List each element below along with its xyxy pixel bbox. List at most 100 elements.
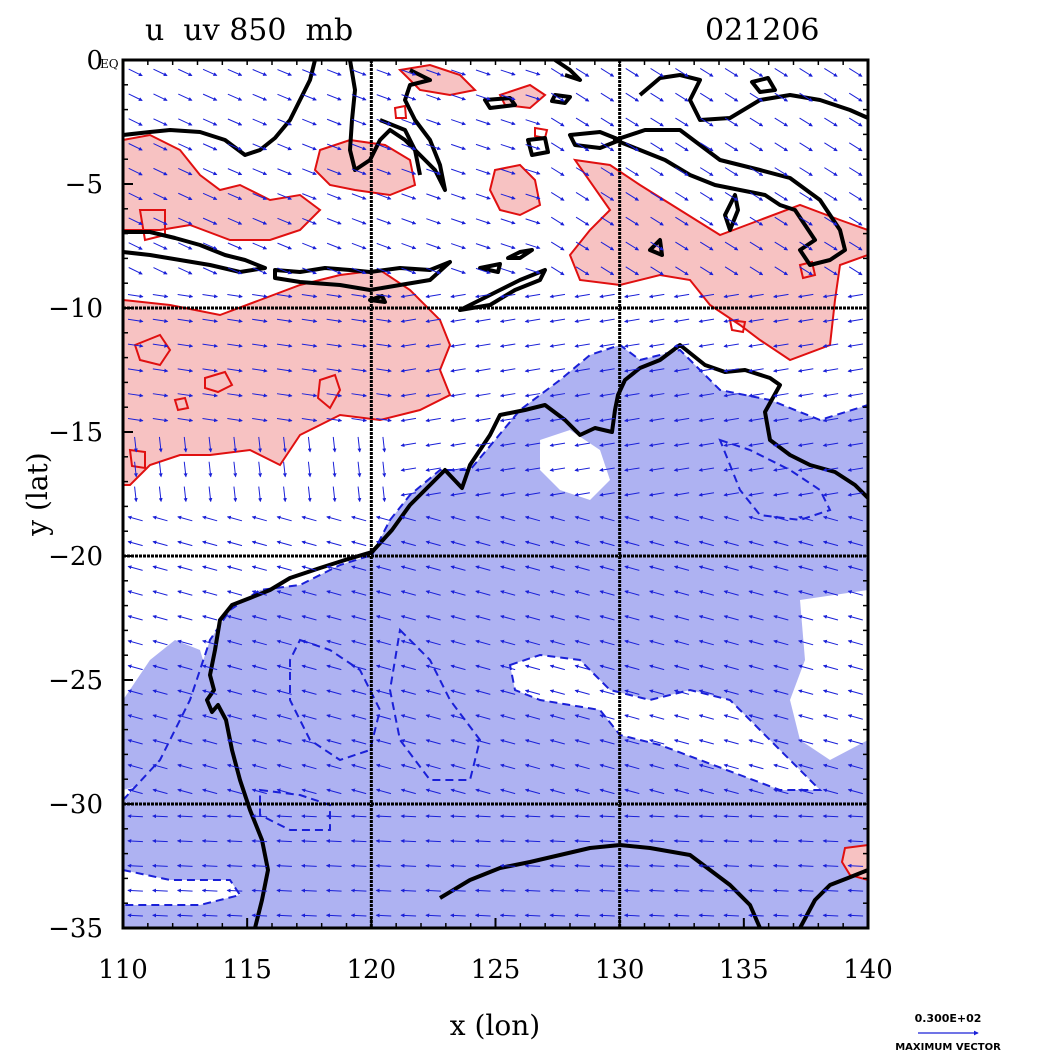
wind-vector <box>326 565 342 571</box>
wind-vector <box>698 565 714 571</box>
wind-vector <box>375 863 392 868</box>
wind-vector <box>276 714 292 720</box>
wind-vector <box>475 590 491 596</box>
wind-vector <box>425 393 441 398</box>
wind-vector <box>824 216 838 226</box>
wind-vector <box>475 738 491 745</box>
wind-vector <box>599 590 615 596</box>
wind-vector <box>549 343 566 348</box>
wind-vector <box>178 118 193 126</box>
wind-vector <box>549 614 565 621</box>
wind-vector <box>425 788 441 795</box>
wind-vector <box>307 436 312 453</box>
wind-vector <box>233 436 238 453</box>
wind-vector <box>549 788 565 795</box>
wind-vector <box>847 540 863 547</box>
wind-vector <box>500 218 516 225</box>
wind-vector <box>226 913 243 918</box>
wind-vector <box>351 540 367 547</box>
wind-vector <box>227 368 243 373</box>
wind-vector <box>625 92 640 102</box>
wind-vector <box>574 368 590 373</box>
wind-vector <box>650 167 664 176</box>
wind-vector <box>375 689 392 695</box>
wind-vector <box>128 68 143 77</box>
wind-vector <box>574 515 590 522</box>
wind-vector <box>798 540 814 547</box>
wind-vector <box>400 714 416 720</box>
wind-vector <box>550 68 565 77</box>
wind-vector <box>600 117 615 127</box>
wind-vector <box>550 216 565 226</box>
wind-vector <box>600 241 615 251</box>
wind-vector <box>499 368 516 373</box>
wind-vector <box>425 639 441 646</box>
wind-vector <box>226 788 243 795</box>
wind-vector <box>824 142 838 152</box>
wind-vector <box>152 515 168 522</box>
wind-vector <box>227 93 243 101</box>
wind-vector <box>574 318 590 324</box>
wind-vector <box>153 93 168 101</box>
wind-vector <box>376 242 392 250</box>
wind-vector <box>574 492 590 497</box>
wind-vector <box>202 689 218 695</box>
wind-vector <box>475 639 491 646</box>
wind-vector <box>625 167 640 176</box>
wind-vector <box>226 639 243 646</box>
wind-vector <box>258 436 263 453</box>
wind-vector <box>351 639 367 646</box>
wind-vector <box>524 763 541 770</box>
wind-vector <box>152 888 168 893</box>
wind-vector <box>574 714 590 720</box>
wind-vector <box>723 788 739 795</box>
wind-vector <box>227 217 243 225</box>
wind-vector <box>226 814 243 819</box>
wind-vector <box>799 192 813 201</box>
wind-vector <box>724 266 739 276</box>
wind-vector <box>375 888 392 893</box>
wind-vector <box>282 436 287 453</box>
wind-vector <box>599 540 615 547</box>
wind-vector <box>847 664 863 671</box>
wind-vector <box>177 738 193 745</box>
wind-vector <box>202 93 218 101</box>
wind-vector <box>524 863 541 868</box>
wind-vector <box>400 368 417 373</box>
wind-vector <box>251 565 267 571</box>
wind-vector <box>773 417 789 423</box>
wind-vector <box>723 614 739 621</box>
wind-vector <box>525 168 541 175</box>
wind-vector <box>351 565 367 571</box>
negative-u-west-patch <box>123 640 215 790</box>
wind-vector <box>624 318 640 324</box>
wind-vector <box>152 689 168 695</box>
wind-vector <box>251 738 267 745</box>
wind-vector <box>550 241 565 251</box>
gap-region-east <box>790 590 868 760</box>
wind-vector <box>202 590 218 596</box>
wind-vector <box>847 442 864 448</box>
wind-vector <box>128 118 143 126</box>
wind-vector <box>376 168 392 175</box>
wind-vector <box>499 913 516 918</box>
wind-vector <box>723 318 739 324</box>
wind-vector <box>301 590 317 596</box>
wind-vector <box>351 69 367 76</box>
wind-vector <box>625 266 640 276</box>
wind-vector <box>475 119 491 126</box>
wind-vector <box>773 714 789 720</box>
wind-vector <box>574 738 590 745</box>
wind-vector <box>773 664 789 671</box>
wind-vector <box>202 614 218 621</box>
wind-vector <box>158 436 163 453</box>
wind-vector <box>375 565 392 571</box>
wind-vector <box>724 92 739 102</box>
wind-vector <box>276 293 293 299</box>
wind-vector <box>500 143 516 151</box>
new-guinea-coastline <box>613 128 847 267</box>
wind-vector <box>599 888 615 893</box>
wind-vector <box>673 689 690 695</box>
wind-vector <box>549 814 566 819</box>
